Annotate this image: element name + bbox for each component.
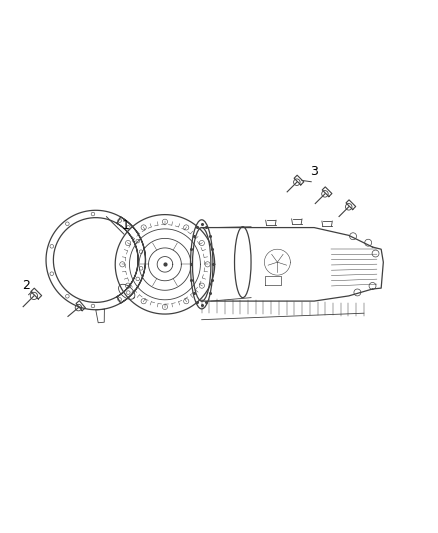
Text: 1: 1 [122, 219, 130, 232]
Text: 3: 3 [310, 165, 318, 178]
Text: 2: 2 [23, 279, 31, 293]
